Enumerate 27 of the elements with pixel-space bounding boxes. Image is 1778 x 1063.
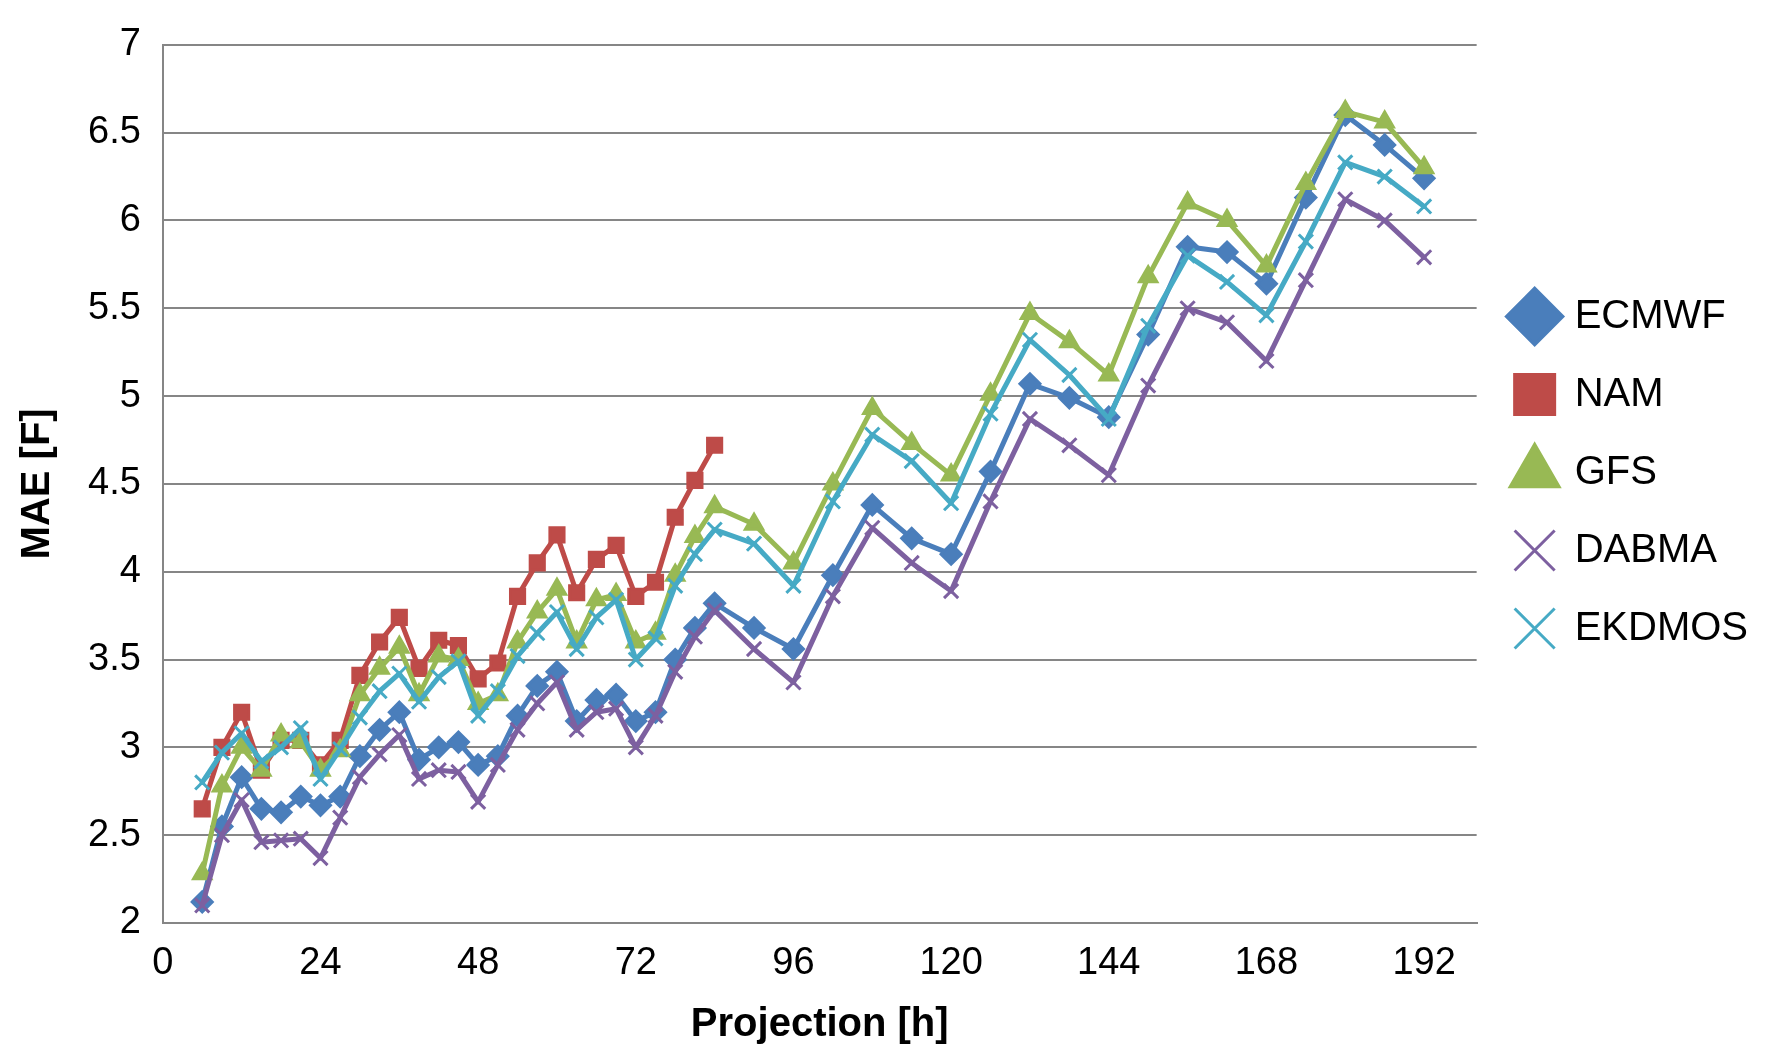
x-tick-label: 48: [457, 940, 500, 983]
x-tick-label: 0: [152, 940, 174, 983]
y-tick-label: 3.5: [88, 636, 141, 679]
legend-label: NAM: [1574, 369, 1664, 414]
x-tick-label: 72: [614, 940, 657, 983]
legend-label: EKDMOS: [1574, 603, 1748, 648]
y-tick-label: 6: [119, 196, 141, 239]
y-tick-label: 6.5: [88, 109, 141, 152]
x-axis-title: Projection [h]: [690, 1000, 949, 1045]
y-tick-label: 2.5: [88, 811, 141, 854]
y-tick-label: 3: [119, 723, 141, 766]
x-tick-label: 192: [1392, 940, 1456, 983]
y-tick-label: 7: [119, 21, 141, 64]
x-tick-label: 96: [772, 940, 815, 983]
y-tick-label: 5.5: [88, 284, 141, 327]
y-tick-label: 5: [119, 372, 141, 415]
y-axis-title: MAE [F]: [13, 408, 58, 560]
y-tick-label: 4: [119, 548, 141, 591]
x-tick-label: 120: [919, 940, 983, 983]
x-tick-label: 144: [1077, 940, 1141, 983]
legend-label: ECMWF: [1574, 291, 1726, 336]
x-tick-label: 24: [299, 940, 342, 983]
legend-label: DABMA: [1574, 525, 1718, 570]
y-tick-label: 2: [119, 899, 141, 942]
x-tick-label: 168: [1234, 940, 1299, 983]
y-tick-label: 4.5: [88, 460, 141, 503]
legend-label: GFS: [1574, 447, 1657, 492]
